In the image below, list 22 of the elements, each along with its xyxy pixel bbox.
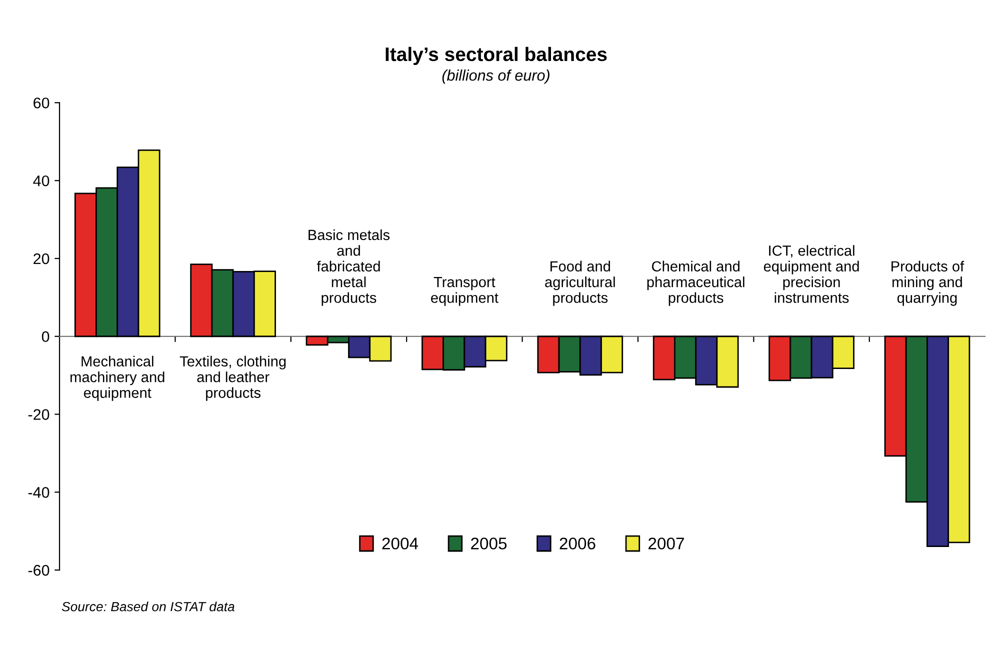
y-tick-label: 20 — [34, 253, 50, 264]
chart-title: Italy’s sectoral balances — [386, 46, 607, 65]
x-tick-label: Mechanical machinery and equipment — [70, 356, 164, 401]
x-tick-label: Chemical and pharmaceutical products — [647, 260, 744, 306]
legend-label: 2004 — [382, 538, 418, 550]
x-tick-label: Textiles, clothing and leather products — [180, 356, 286, 401]
y-tick-label: 0 — [42, 331, 50, 342]
x-tick-label: Products of mining and quarrying — [892, 260, 964, 306]
x-tick-label: Transport equipment — [431, 277, 498, 306]
source-note: Source: Based on ISTAT data — [62, 602, 234, 612]
y-tick-label: -40 — [28, 487, 50, 498]
y-tick-label: -20 — [28, 409, 50, 420]
legend-label: 2006 — [560, 538, 596, 550]
legend-label: 2005 — [471, 538, 507, 550]
chart-subtitle: (billions of euro) — [442, 70, 550, 84]
y-tick-label: 40 — [33, 175, 50, 186]
legend-label: 2007 — [648, 538, 684, 550]
y-tick-label: -60 — [28, 564, 50, 576]
y-tick-label: 60 — [34, 98, 50, 108]
x-tick-label: ICT, electrical equipment and precision instruments — [764, 245, 859, 303]
x-tick-label: Food and agricultural products — [545, 260, 615, 306]
x-tick-label: Basic metals and fabricated metal products — [308, 229, 390, 306]
